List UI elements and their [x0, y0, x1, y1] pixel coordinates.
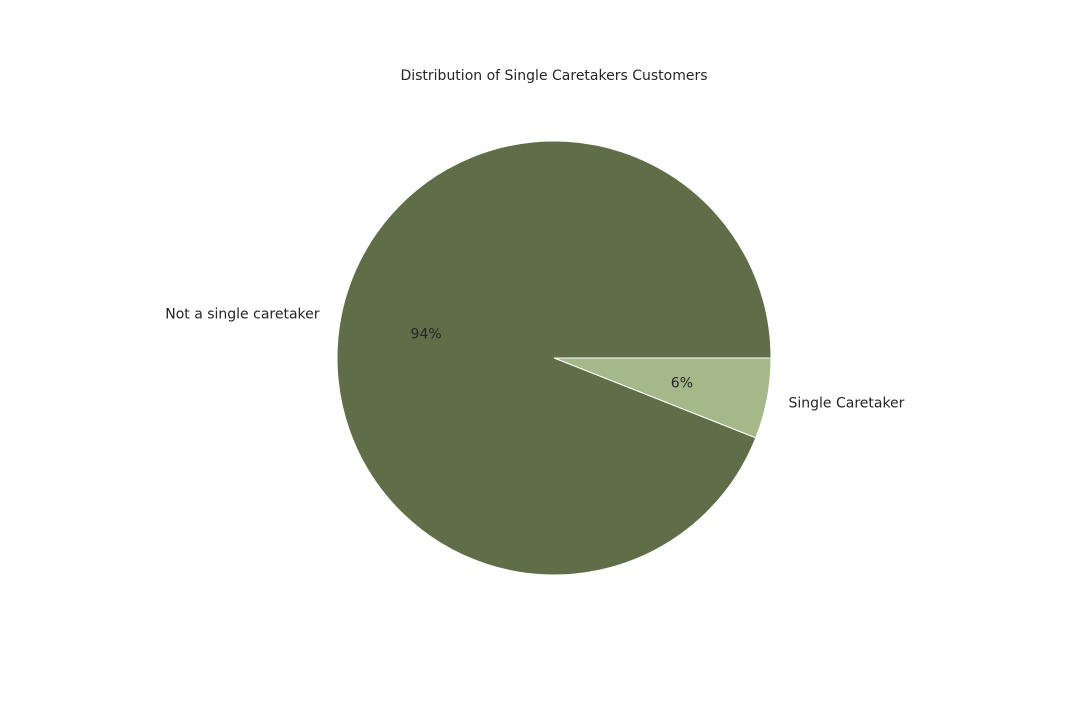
slice-percent-label: 94% [411, 327, 442, 343]
chart-title: Distribution of Single Caretakers Custom… [400, 68, 707, 84]
pie-slices [336, 140, 772, 576]
slice-category-label: Not a single caretaker [165, 306, 320, 322]
slice-percent-label: 6% [671, 375, 693, 391]
pie-slice [336, 140, 772, 576]
pie-labels: Single Caretaker 6% Not a single caretaker… [165, 306, 904, 411]
slice-category-label: Single Caretaker [788, 396, 904, 412]
